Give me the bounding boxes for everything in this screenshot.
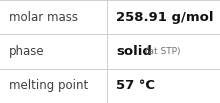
Text: melting point: melting point — [9, 79, 88, 92]
Text: (at STP): (at STP) — [145, 47, 180, 56]
Text: 57 °C: 57 °C — [116, 79, 155, 92]
Text: solid: solid — [116, 45, 152, 58]
Text: 258.91 g/mol: 258.91 g/mol — [116, 11, 213, 24]
Text: molar mass: molar mass — [9, 11, 78, 24]
Text: phase: phase — [9, 45, 44, 58]
